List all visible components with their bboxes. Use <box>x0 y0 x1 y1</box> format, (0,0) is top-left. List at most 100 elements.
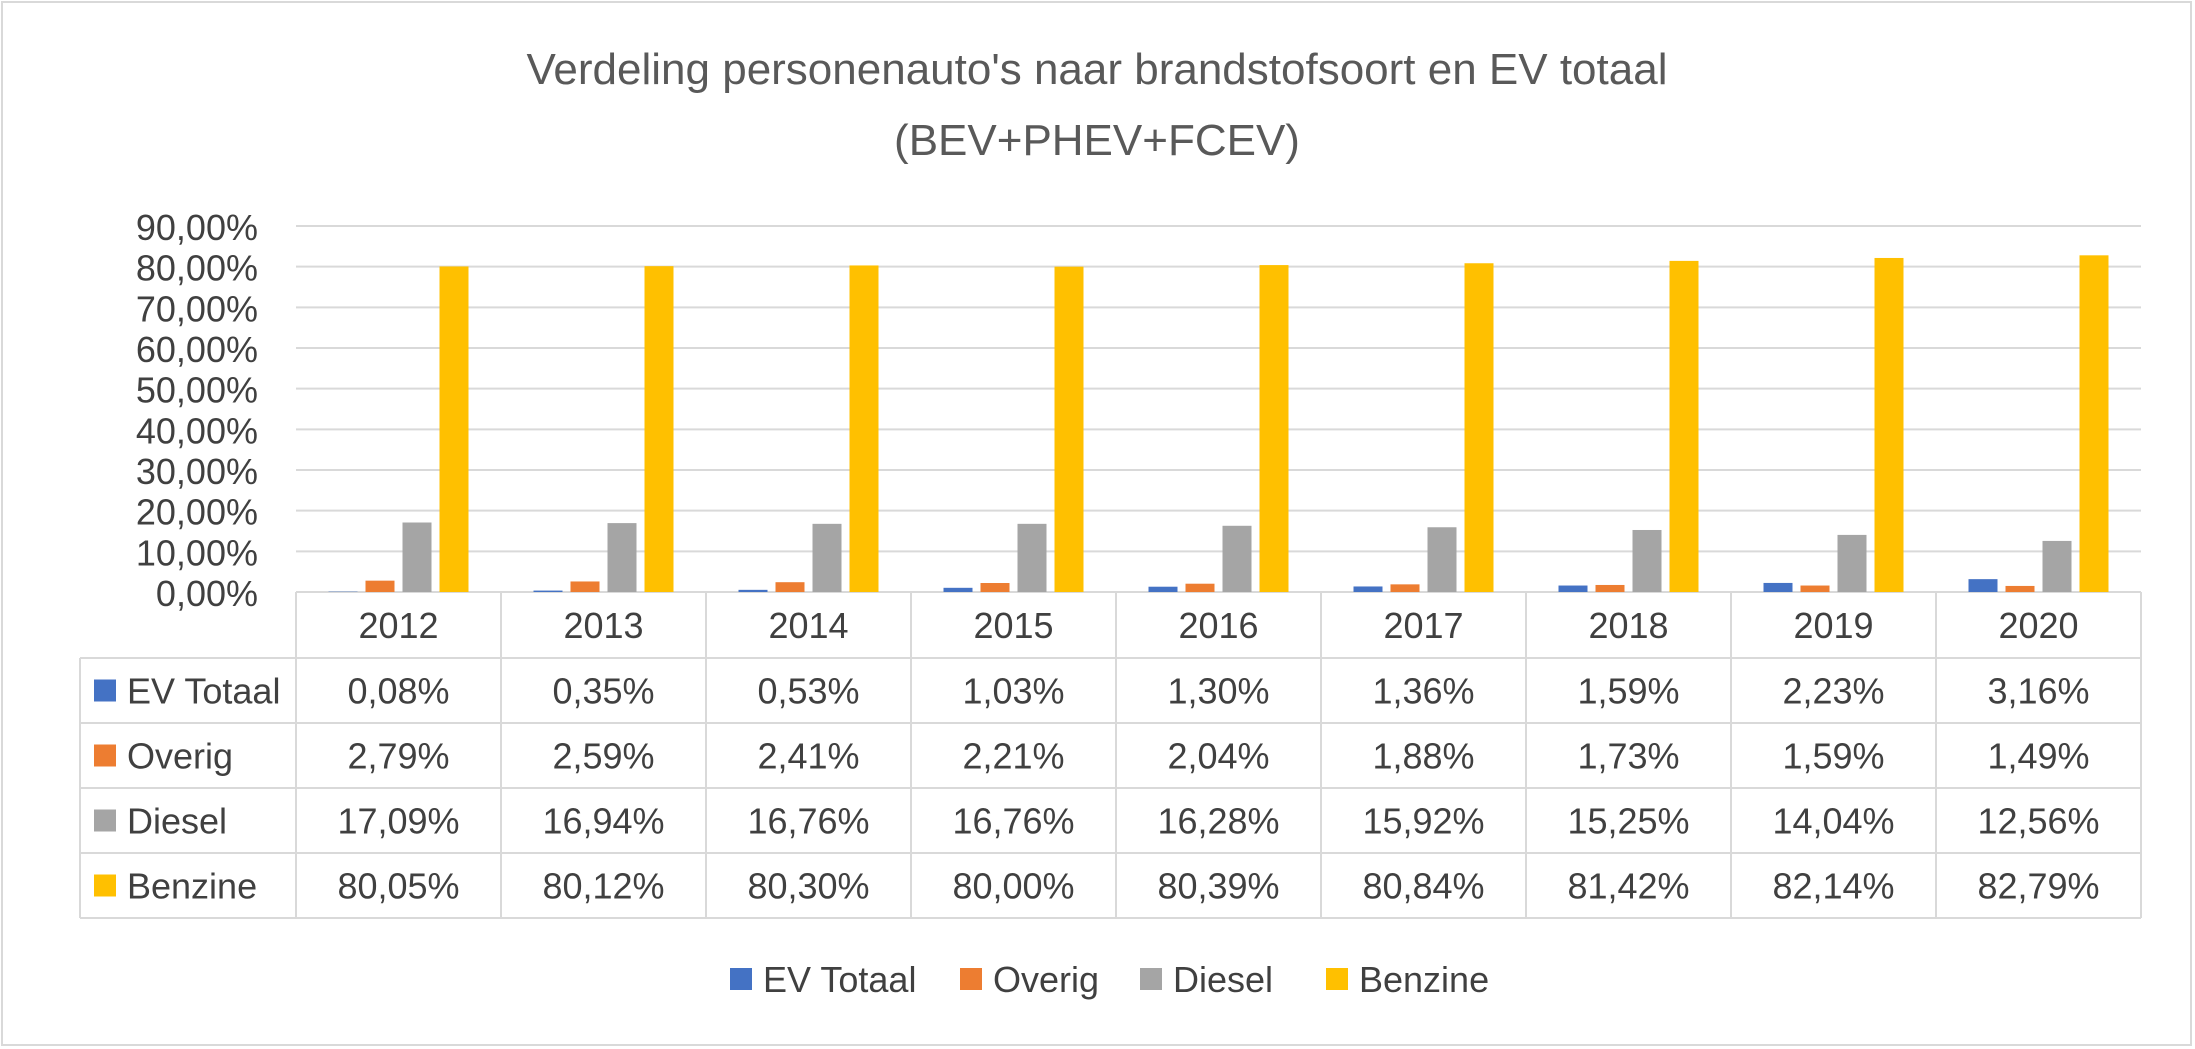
data-label: 2,59% <box>552 736 654 777</box>
y-tick-label: 0,00% <box>156 573 258 614</box>
bar <box>1595 584 1625 592</box>
data-label: 80,84% <box>1362 866 1484 907</box>
table-series-label: Overig <box>127 736 233 777</box>
data-label: 1,36% <box>1372 671 1474 712</box>
bar <box>1669 260 1699 592</box>
data-label: 0,35% <box>552 671 654 712</box>
y-tick-label: 50,00% <box>136 370 258 411</box>
bar <box>738 589 768 592</box>
bar <box>943 587 973 592</box>
x-tick-label: 2015 <box>973 605 1053 646</box>
table-series-label: EV Totaal <box>127 671 280 712</box>
bar <box>644 266 674 592</box>
data-label: 14,04% <box>1772 801 1894 842</box>
data-label: 80,39% <box>1157 866 1279 907</box>
y-axis-tick-labels: 0,00%10,00%20,00%30,00%40,00%50,00%60,00… <box>136 207 258 614</box>
data-label: 1,03% <box>962 671 1064 712</box>
y-tick-label: 60,00% <box>136 329 258 370</box>
legend-swatch <box>1326 968 1348 990</box>
data-label: 80,05% <box>337 866 459 907</box>
data-label: 12,56% <box>1977 801 2099 842</box>
bar <box>1185 583 1215 592</box>
x-tick-label: 2013 <box>563 605 643 646</box>
y-tick-label: 20,00% <box>136 492 258 533</box>
bar <box>1427 527 1457 592</box>
gridlines <box>296 225 2141 593</box>
bar <box>2079 255 2109 592</box>
data-label: 80,12% <box>542 866 664 907</box>
data-label: 0,53% <box>757 671 859 712</box>
chart-subtitle: (BEV+PHEV+FCEV) <box>894 116 1300 165</box>
y-tick-label: 40,00% <box>136 410 258 451</box>
bar <box>1259 265 1289 592</box>
bar <box>570 581 600 592</box>
legend-label: Overig <box>993 959 1099 1000</box>
bars <box>328 255 2109 592</box>
table-legend-key <box>94 809 116 832</box>
x-tick-label: 2012 <box>358 605 438 646</box>
data-table: 2012 2013 2014 2015 2016 2017 2018 2019 2020 EV T… <box>79 592 2142 919</box>
y-tick-label: 30,00% <box>136 451 258 492</box>
data-label: 16,76% <box>952 801 1074 842</box>
bar <box>1148 586 1178 592</box>
data-label: 2,41% <box>757 736 859 777</box>
data-label: 2,79% <box>347 736 449 777</box>
legend-swatch <box>960 968 982 990</box>
bar <box>849 265 879 592</box>
data-label: 15,25% <box>1567 801 1689 842</box>
y-tick-label: 10,00% <box>136 532 258 573</box>
bar <box>1558 585 1588 592</box>
bar <box>1800 585 1830 592</box>
data-label: 2,04% <box>1167 736 1269 777</box>
bar <box>2005 585 2035 592</box>
bar <box>812 523 842 592</box>
bar <box>775 582 805 592</box>
data-label: 16,76% <box>747 801 869 842</box>
table-series-label: Benzine <box>127 866 257 907</box>
data-label: 80,30% <box>747 866 869 907</box>
chart-title: Verdeling personenauto's naar brandstofs… <box>527 45 1668 94</box>
table-series-label: Diesel <box>127 801 227 842</box>
legend-label: Benzine <box>1359 959 1489 1000</box>
data-label: 1,49% <box>1987 736 2089 777</box>
data-label: 82,14% <box>1772 866 1894 907</box>
legend: EV Totaal Overig Diesel Benzine <box>730 959 1489 1000</box>
data-label: 82,79% <box>1977 866 2099 907</box>
x-tick-label: 2017 <box>1383 605 1463 646</box>
bar <box>402 522 432 592</box>
data-label: 1,59% <box>1782 736 1884 777</box>
bar <box>1222 525 1252 592</box>
legend-swatch <box>1140 968 1162 990</box>
data-label: 1,73% <box>1577 736 1679 777</box>
data-label: 17,09% <box>337 801 459 842</box>
data-label: 0,08% <box>347 671 449 712</box>
x-tick-label: 2018 <box>1588 605 1668 646</box>
data-label: 1,59% <box>1577 671 1679 712</box>
table-legend-key <box>94 874 116 897</box>
bar <box>1017 523 1047 592</box>
bar <box>1632 529 1662 592</box>
legend-label: Diesel <box>1173 959 1273 1000</box>
bar <box>365 580 395 592</box>
data-label: 3,16% <box>1987 671 2089 712</box>
bar <box>607 523 637 592</box>
data-label: 16,94% <box>542 801 664 842</box>
bar <box>1054 266 1084 592</box>
y-tick-label: 80,00% <box>136 248 258 289</box>
table-legend-key <box>94 679 116 702</box>
data-label: 1,30% <box>1167 671 1269 712</box>
data-label: 81,42% <box>1567 866 1689 907</box>
bar <box>1353 586 1383 592</box>
legend-label: EV Totaal <box>763 959 916 1000</box>
bar <box>980 583 1010 592</box>
x-tick-label: 2014 <box>768 605 848 646</box>
bar <box>2042 540 2072 592</box>
data-label: 2,21% <box>962 736 1064 777</box>
bar <box>1968 579 1998 592</box>
data-label: 1,88% <box>1372 736 1474 777</box>
bar <box>1874 257 1904 592</box>
data-label: 2,23% <box>1782 671 1884 712</box>
y-tick-label: 70,00% <box>136 288 258 329</box>
